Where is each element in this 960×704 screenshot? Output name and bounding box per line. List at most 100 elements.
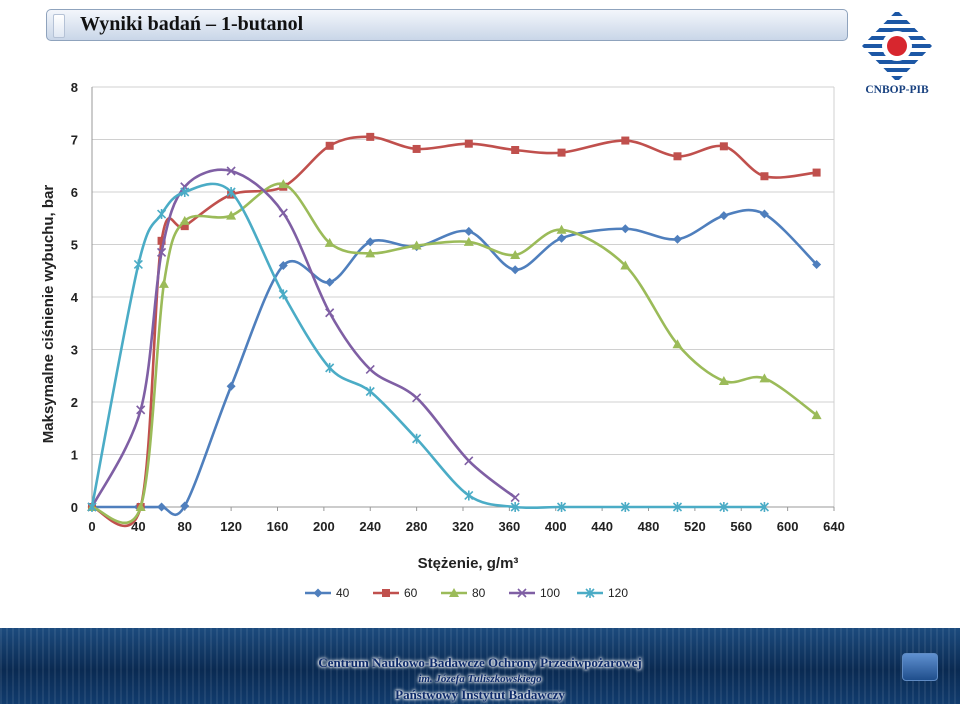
- point-40-5: [278, 261, 288, 270]
- y-tick-label-8: 8: [71, 80, 78, 95]
- point-80-14: [718, 376, 729, 385]
- point-80-2: [158, 278, 169, 288]
- x-tick-label-15: 600: [777, 519, 799, 534]
- legend-item-40: 40: [305, 586, 350, 600]
- legend-marker-120: [585, 588, 595, 598]
- point-40-12: [620, 224, 630, 234]
- point-40-15: [759, 209, 769, 219]
- point-80-13: [672, 339, 683, 349]
- point-80-8: [411, 240, 422, 250]
- y-axis-label: Maksymalne ciśnienie wybuchu, bar: [40, 185, 57, 444]
- point-40-6: [325, 277, 335, 287]
- point-60-9: [464, 139, 473, 148]
- x-tick-label-14: 560: [730, 519, 752, 534]
- point-80-7: [365, 248, 376, 258]
- footer-nav-button[interactable]: [902, 653, 938, 681]
- legend: 40 60 80 100 120: [305, 586, 628, 600]
- legend-marker-80: [449, 588, 459, 597]
- footer-institution: Centrum Naukowo-Badawcze Ochrony Przeciw…: [318, 655, 642, 670]
- x-tick-label-12: 480: [638, 519, 660, 534]
- point-40-9: [464, 226, 474, 236]
- point-80-6: [324, 237, 335, 247]
- x-tick-label-16: 640: [823, 519, 845, 534]
- point-120-13: [672, 502, 683, 512]
- y-tick-label-6: 6: [71, 185, 78, 200]
- point-80-16: [811, 410, 822, 420]
- y-tick-label-1: 1: [71, 448, 78, 463]
- point-40-13: [672, 234, 682, 244]
- point-120-12: [620, 502, 630, 512]
- point-60-12: [621, 136, 630, 145]
- point-100-8: [412, 393, 422, 403]
- point-100-4: [226, 166, 236, 176]
- point-60-8: [412, 144, 421, 153]
- legend-label-80: 80: [472, 586, 486, 600]
- point-40-16: [812, 259, 822, 269]
- series-line-40: [90, 208, 818, 517]
- y-tick-label-3: 3: [71, 343, 78, 358]
- y-tick-label-4: 4: [71, 290, 79, 305]
- x-tick-label-5: 200: [313, 519, 335, 534]
- grid-lines: [92, 86, 835, 507]
- legend-label-60: 60: [404, 586, 418, 600]
- point-40-7: [365, 237, 375, 247]
- logo-text: CNBOP-PIB: [865, 84, 929, 96]
- point-120-2: [156, 209, 167, 220]
- point-100-10: [510, 492, 520, 503]
- point-120-9: [464, 490, 474, 501]
- x-tick-label-6: 240: [359, 519, 381, 534]
- legend-item-120: 120: [577, 586, 628, 600]
- point-80-12: [620, 260, 631, 270]
- x-tick-label-11: 440: [591, 519, 613, 534]
- legend-item-80: 80: [441, 586, 486, 600]
- point-120-1: [133, 259, 143, 270]
- footer-patron: im. Józefa Tuliszkowskiego: [418, 673, 542, 685]
- title-accent: [53, 14, 65, 38]
- page-title: Wyniki badań – 1-butanol: [80, 13, 304, 35]
- point-120-15: [759, 502, 770, 512]
- point-120-8: [412, 433, 422, 444]
- point-80-4: [226, 210, 237, 220]
- legend-marker-60: [382, 589, 390, 597]
- point-40-4: [226, 381, 236, 391]
- point-80-15: [759, 373, 770, 383]
- title-bar: Wyniki badań – 1-butanol: [46, 9, 848, 41]
- x-tick-label-7: 280: [406, 519, 428, 534]
- point-40-10: [510, 265, 520, 275]
- x-tick-label-3: 120: [220, 519, 242, 534]
- x-tick-label-13: 520: [684, 519, 706, 534]
- footer: Centrum Naukowo-Badawcze Ochrony Przeciw…: [0, 628, 960, 704]
- legend-label-100: 100: [540, 586, 560, 600]
- legend-marker-40: [313, 588, 323, 598]
- point-60-16: [812, 168, 821, 177]
- point-120-7: [365, 386, 375, 397]
- x-tick-label-2: 80: [178, 519, 192, 534]
- legend-label-120: 120: [608, 586, 628, 600]
- point-120-14: [719, 502, 729, 512]
- point-60-11: [557, 148, 566, 157]
- point-60-10: [511, 146, 520, 154]
- series-line-100: [90, 168, 517, 509]
- x-tick-label-10: 400: [545, 519, 567, 534]
- point-120-0: [87, 502, 97, 512]
- point-80-10: [510, 250, 521, 259]
- point-60-13: [673, 152, 682, 161]
- point-100-7: [365, 364, 375, 375]
- point-120-4: [226, 187, 236, 197]
- legend-marker-100: [517, 588, 527, 598]
- point-100-5: [278, 208, 288, 218]
- point-120-6: [325, 362, 335, 373]
- point-100-6: [325, 308, 335, 318]
- point-120-3: [180, 187, 190, 197]
- point-40-3: [180, 501, 190, 511]
- x-tick-label-9: 360: [499, 519, 521, 534]
- cnbop-logo: [862, 10, 932, 82]
- x-axis-label: Stężenie, g/m³: [418, 555, 519, 572]
- series-80: [87, 179, 822, 525]
- y-tick-label-5: 5: [71, 238, 78, 253]
- x-tick-label-8: 320: [452, 519, 474, 534]
- x-tick-label-4: 160: [267, 519, 289, 534]
- y-tick-label-0: 0: [71, 500, 78, 515]
- point-100-1: [136, 405, 146, 415]
